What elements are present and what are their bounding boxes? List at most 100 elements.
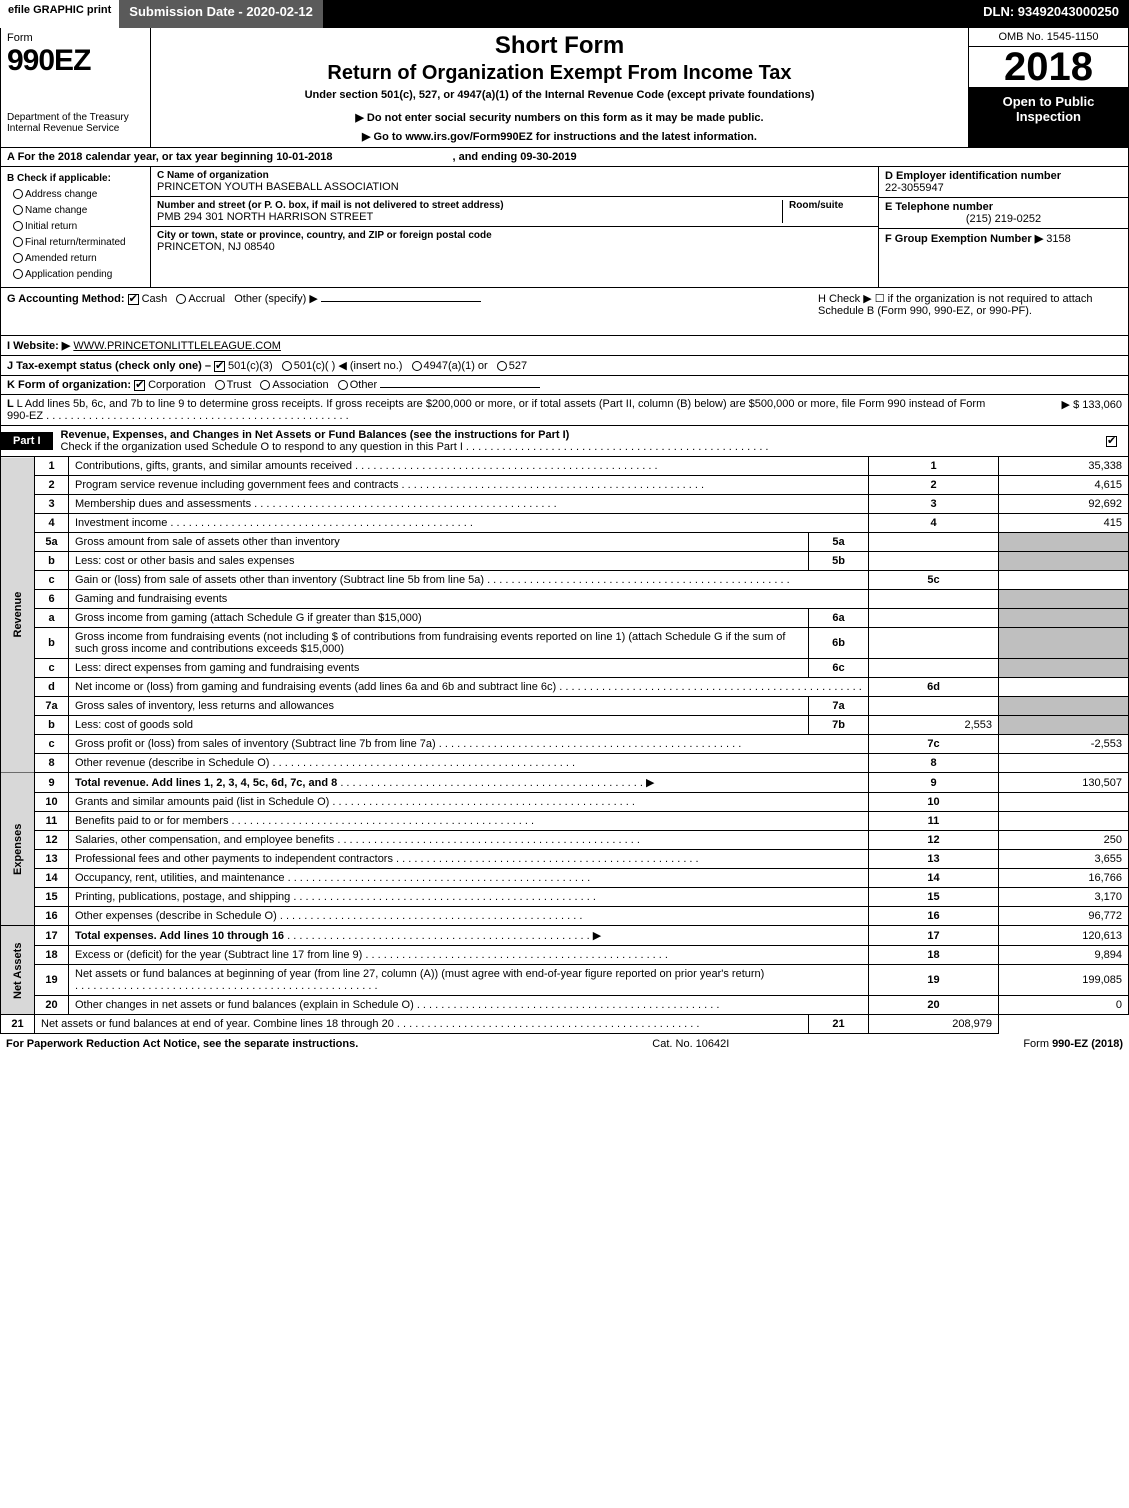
- g-cash: Cash: [142, 293, 168, 305]
- j-row: J Tax-exempt status (check only one) – 5…: [0, 356, 1129, 376]
- line-desc: Program service revenue including govern…: [69, 476, 869, 495]
- line-ref: 3: [869, 495, 999, 514]
- c-city-label: City or town, state or province, country…: [157, 230, 872, 241]
- line-amount: 415: [999, 514, 1129, 533]
- line-ref: 7c: [869, 735, 999, 754]
- line-desc: Other revenue (describe in Schedule O): [69, 754, 869, 773]
- footer-form: Form 990-EZ (2018): [1023, 1038, 1123, 1050]
- line-desc: Less: direct expenses from gaming and fu…: [69, 659, 809, 678]
- e-label: E Telephone number: [885, 201, 1122, 213]
- checkbox-icon[interactable]: [214, 361, 225, 372]
- line-desc: Gross profit or (loss) from sales of inv…: [69, 735, 869, 754]
- inset-label: 5a: [809, 533, 869, 552]
- line-amount: [999, 754, 1129, 773]
- g-accrual: Accrual: [188, 293, 225, 305]
- line-desc: Total revenue. Add lines 1, 2, 3, 4, 5c,…: [69, 773, 869, 793]
- line-ref: 20: [869, 996, 999, 1015]
- radio-icon[interactable]: [13, 189, 23, 199]
- line-number: d: [35, 678, 69, 697]
- radio-icon[interactable]: [176, 294, 186, 304]
- line-ref: 18: [869, 946, 999, 965]
- section-c: C Name of organization PRINCETON YOUTH B…: [151, 167, 878, 287]
- efile-print[interactable]: efile GRAPHIC print: [0, 0, 119, 28]
- line-desc: Net assets or fund balances at beginning…: [69, 965, 869, 996]
- line-ref: 1: [869, 457, 999, 476]
- line-number: 17: [35, 926, 69, 946]
- line-number: 9: [35, 773, 69, 793]
- b-item: Final return/terminated: [7, 235, 144, 251]
- line-desc: Less: cost of goods sold: [69, 716, 809, 735]
- website-link[interactable]: WWW.PRINCETONLITTLELEAGUE.COM: [73, 340, 281, 352]
- line-amt-grey: [999, 552, 1129, 571]
- radio-icon[interactable]: [13, 269, 23, 279]
- line-number: 11: [35, 812, 69, 831]
- g-h-block: G Accounting Method: Cash Accrual Other …: [0, 288, 1129, 336]
- line-amount: 35,338: [999, 457, 1129, 476]
- inset-amount: 2,553: [869, 716, 999, 735]
- line-amount: 92,692: [999, 495, 1129, 514]
- under-section: Under section 501(c), 527, or 4947(a)(1)…: [157, 89, 962, 101]
- radio-icon[interactable]: [13, 205, 23, 215]
- line-desc: Membership dues and assessments: [69, 495, 869, 514]
- line-ref: 2: [869, 476, 999, 495]
- i-website-row: I Website: ▶ WWW.PRINCETONLITTLELEAGUE.C…: [0, 336, 1129, 356]
- radio-icon[interactable]: [338, 380, 348, 390]
- checkbox-icon[interactable]: [1106, 436, 1117, 447]
- line-number: 13: [35, 850, 69, 869]
- inset-amount: [869, 609, 999, 628]
- line-desc: Contributions, gifts, grants, and simila…: [69, 457, 869, 476]
- c-name-label: C Name of organization: [157, 170, 872, 181]
- inset-amount: [869, 697, 999, 716]
- line-ref: 17: [869, 926, 999, 946]
- radio-icon[interactable]: [497, 361, 507, 371]
- radio-icon[interactable]: [282, 361, 292, 371]
- line-amount: [999, 793, 1129, 812]
- line-desc: Printing, publications, postage, and shi…: [69, 888, 869, 907]
- line-number: 20: [35, 996, 69, 1015]
- line-amount: 3,655: [999, 850, 1129, 869]
- inset-label: 7a: [809, 697, 869, 716]
- line-desc: Investment income: [69, 514, 869, 533]
- k-label: K Form of organization:: [7, 379, 131, 391]
- line-desc: Gain or (loss) from sale of assets other…: [69, 571, 869, 590]
- line-number: c: [35, 735, 69, 754]
- line-number: b: [35, 628, 69, 659]
- line-number: 3: [35, 495, 69, 514]
- k-other-line[interactable]: [380, 387, 540, 388]
- b-item: Name change: [7, 203, 144, 219]
- radio-icon[interactable]: [13, 221, 23, 231]
- k-row: K Form of organization: Corporation Trus…: [0, 376, 1129, 395]
- line-desc: Gaming and fundraising events: [69, 590, 869, 609]
- g-label: G Accounting Method:: [7, 293, 125, 305]
- line-desc: Grants and similar amounts paid (list in…: [69, 793, 869, 812]
- goto-link[interactable]: ▶ Go to www.irs.gov/Form990EZ for instru…: [157, 130, 962, 143]
- line-amount: 96,772: [999, 907, 1129, 926]
- radio-icon[interactable]: [13, 253, 23, 263]
- radio-icon[interactable]: [215, 380, 225, 390]
- top-bar: efile GRAPHIC print Submission Date - 20…: [0, 0, 1129, 28]
- line-amt-grey: [999, 628, 1129, 659]
- radio-icon[interactable]: [260, 380, 270, 390]
- line-number: 19: [35, 965, 69, 996]
- dln: DLN: 93492043000250: [973, 0, 1129, 28]
- line-number: a: [35, 609, 69, 628]
- section-def: D Employer identification number 22-3055…: [878, 167, 1128, 287]
- line-amount: [999, 571, 1129, 590]
- j-label: J Tax-exempt status (check only one) –: [7, 360, 211, 372]
- g-other-line[interactable]: [321, 301, 481, 302]
- line-number: b: [35, 552, 69, 571]
- radio-icon[interactable]: [13, 237, 23, 247]
- form-number: 990EZ: [7, 44, 144, 78]
- inset-label: 5b: [809, 552, 869, 571]
- checkbox-icon[interactable]: [134, 380, 145, 391]
- checkbox-icon[interactable]: [128, 294, 139, 305]
- calendar-year-row: A For the 2018 calendar year, or tax yea…: [0, 148, 1129, 167]
- ssn-note: ▶ Do not enter social security numbers o…: [157, 111, 962, 124]
- line-ref-grey: [869, 590, 999, 609]
- cal-e: , and ending 09-30-2019: [452, 151, 576, 163]
- part-i-sub: Check if the organization used Schedule …: [61, 441, 463, 453]
- radio-icon[interactable]: [412, 361, 422, 371]
- h-check: H Check ▶ ☐ if the organization is not r…: [818, 292, 1118, 317]
- line-desc: Excess or (deficit) for the year (Subtra…: [69, 946, 869, 965]
- inset-label: 6a: [809, 609, 869, 628]
